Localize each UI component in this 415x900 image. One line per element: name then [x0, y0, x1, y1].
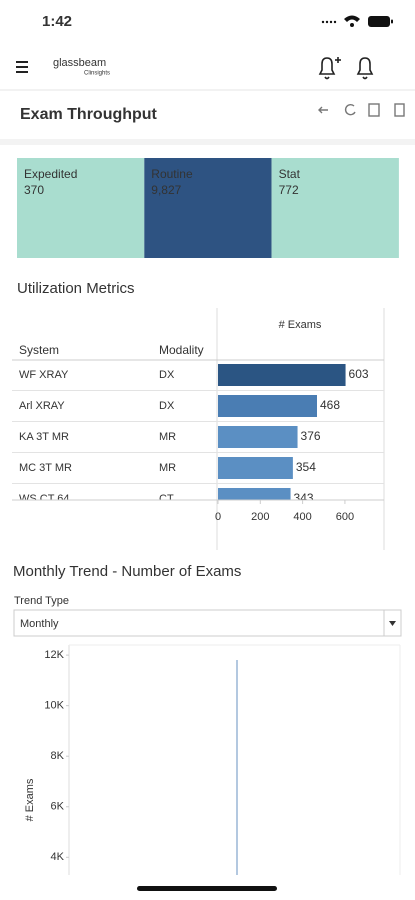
- system-label: MC 3T MR: [19, 462, 72, 474]
- toolbar-icons[interactable]: [318, 103, 405, 117]
- tiles: Expedited 370 Routine 9,827 Stat 772: [17, 158, 399, 258]
- x-tick-label: 0: [215, 511, 221, 523]
- rows: WF XRAY DX 603 Arl XRAY DX 468 KA 3T MR MR 376 MC…: [12, 364, 384, 505]
- x-tick-label: 600: [336, 511, 354, 523]
- system-label: WS CT 64: [19, 493, 70, 505]
- bar: [218, 364, 346, 386]
- tile-value: 9,827: [151, 183, 181, 197]
- trend-select[interactable]: [13, 609, 402, 637]
- y-tick-label: 12K: [44, 649, 64, 661]
- y-tick-label: 4K: [51, 851, 65, 863]
- logo: glassbeam: [53, 57, 106, 69]
- axis-title: # Exams: [279, 319, 322, 331]
- logo-sub: Clinsights: [84, 71, 110, 77]
- y-tick-label: 6K: [51, 801, 65, 813]
- tile: [17, 158, 145, 258]
- bar: [218, 395, 317, 417]
- home-indicator: [137, 886, 277, 891]
- tile-label: Stat: [279, 167, 301, 181]
- x-tick-label: 400: [293, 511, 311, 523]
- tile-label: Routine: [151, 167, 193, 181]
- add-alert-button[interactable]: [318, 57, 341, 80]
- tile-value: 370: [24, 183, 44, 197]
- bar: [218, 488, 291, 500]
- y-tick-label: 8K: [51, 750, 65, 762]
- tile: [271, 158, 399, 258]
- column-header: System: [19, 343, 59, 357]
- system-label: KA 3T MR: [19, 431, 69, 443]
- value-label: 354: [296, 460, 316, 474]
- bar: [218, 457, 293, 479]
- tile-label: Expedited: [24, 167, 77, 181]
- notification-button[interactable]: [356, 57, 374, 80]
- column-header: Modality: [159, 343, 204, 357]
- section-title: Utilization Metrics: [17, 280, 135, 297]
- menu-button[interactable]: [16, 61, 28, 73]
- x-tick-label: 200: [251, 511, 269, 523]
- tile: [144, 158, 272, 258]
- status-time: 1:42: [42, 13, 72, 30]
- modality-label: MR: [159, 462, 176, 474]
- tile-value: 772: [279, 183, 299, 197]
- system-label: Arl XRAY: [19, 400, 65, 412]
- modality-label: DX: [159, 369, 175, 381]
- section-gap: [0, 139, 415, 145]
- value-label: 376: [301, 429, 321, 443]
- page-title: Exam Throughput: [20, 106, 158, 123]
- value-label: 603: [349, 367, 369, 381]
- utilization-chart: # Exams System Modality WF XRAY DX 603 Arl XRA…: [12, 308, 385, 550]
- select-value: Monthly: [20, 618, 59, 630]
- modality-label: DX: [159, 400, 175, 412]
- value-label: 468: [320, 398, 340, 412]
- section-title: Monthly Trend - Number of Exams: [13, 563, 241, 580]
- axis-title: # Exams: [24, 778, 36, 821]
- system-label: WF XRAY: [19, 369, 69, 381]
- trend-chart: 4K 6K 8K 10K 12K # Exams: [24, 644, 401, 875]
- y-tick-label: 10K: [44, 700, 64, 712]
- control-label: Trend Type: [14, 595, 69, 607]
- bar: [218, 426, 298, 448]
- status-icons: [321, 15, 393, 27]
- modality-label: CT: [159, 493, 174, 505]
- value-label: 343: [294, 491, 314, 505]
- modality-label: MR: [159, 431, 176, 443]
